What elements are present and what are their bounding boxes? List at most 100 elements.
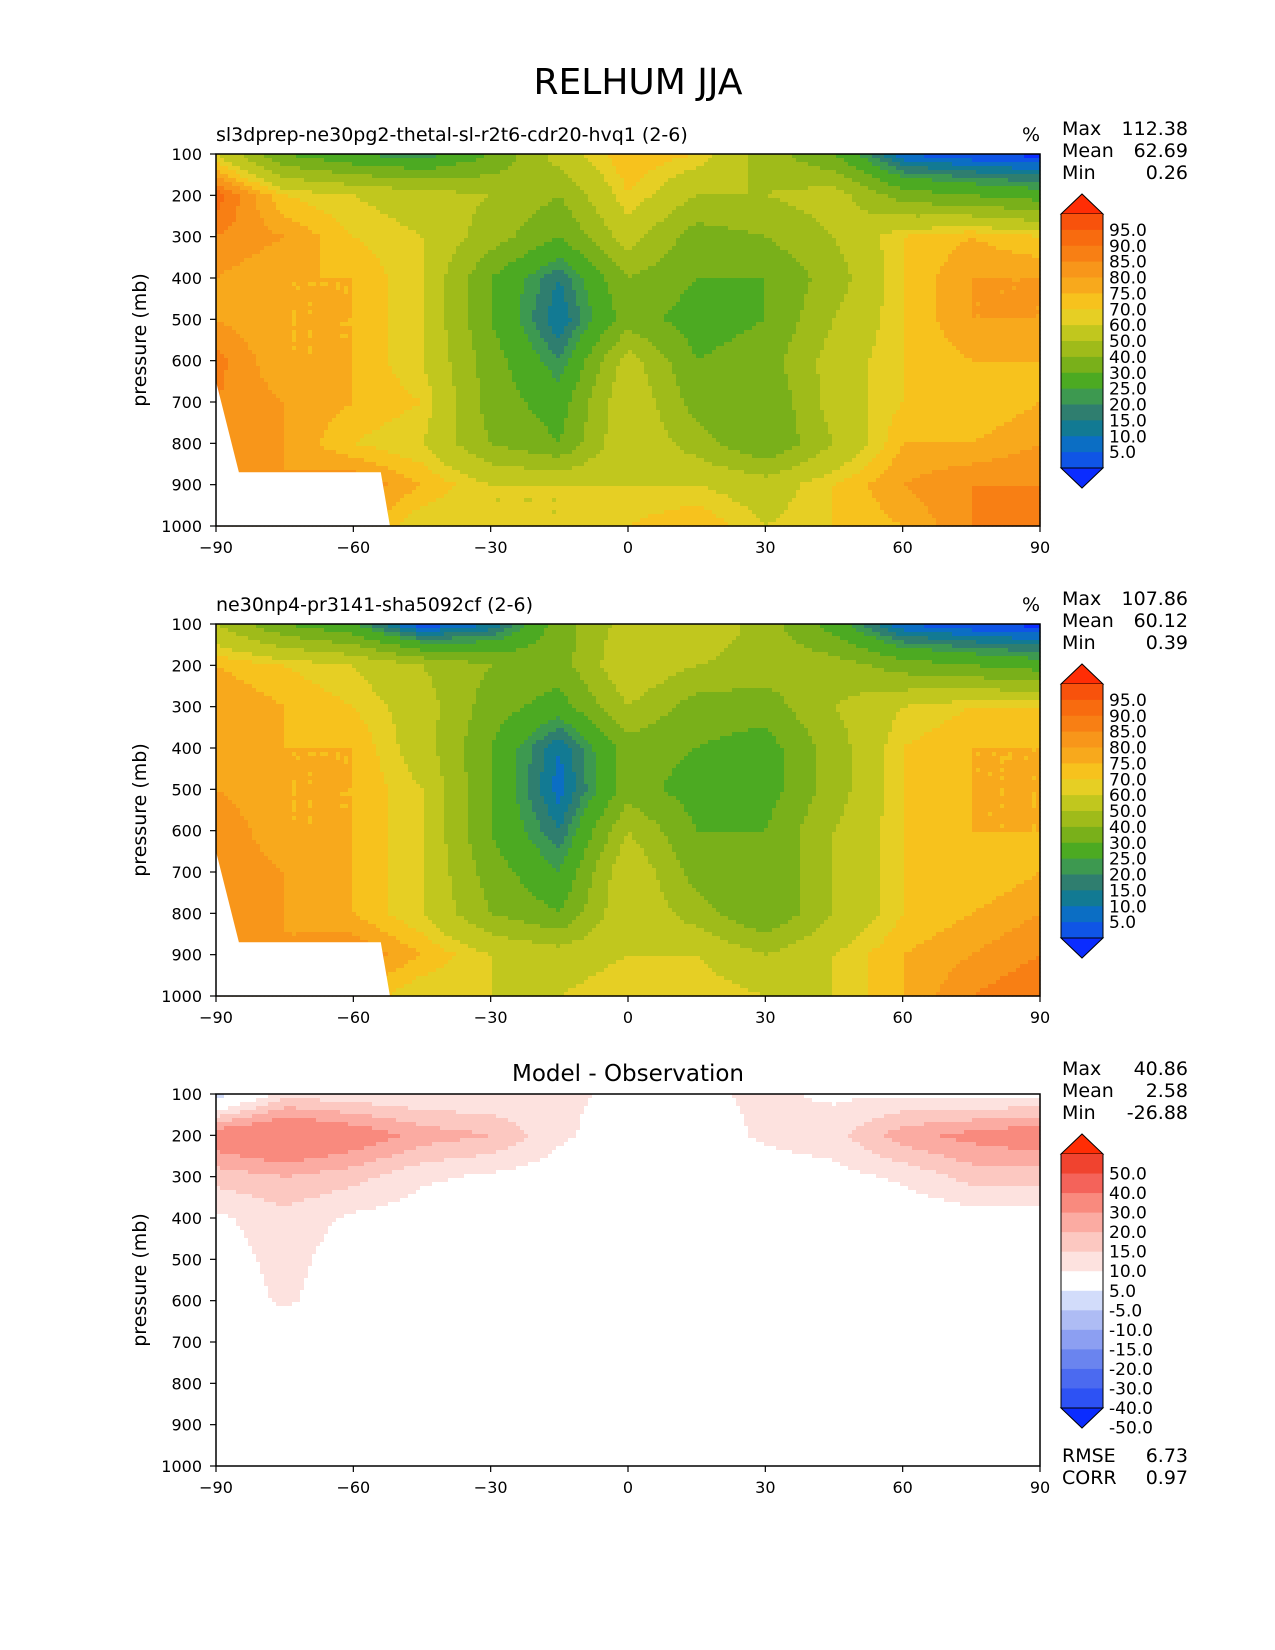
field-cell <box>912 162 917 167</box>
field-cell <box>516 162 521 167</box>
field-cell <box>820 162 825 167</box>
field-cell <box>516 170 521 175</box>
field-cell <box>600 166 605 171</box>
field-cell <box>412 170 417 175</box>
field-cell <box>464 162 469 167</box>
field-cell <box>676 178 681 183</box>
field-cell <box>592 162 597 167</box>
field-cell <box>456 182 461 187</box>
field-cell <box>988 174 993 179</box>
field-cell <box>448 170 453 175</box>
field-cell <box>728 162 733 167</box>
field-cell <box>620 166 625 171</box>
field-cell <box>440 178 445 183</box>
field-cell <box>404 166 409 171</box>
field-cell <box>404 162 409 167</box>
field-cell <box>276 162 281 167</box>
field-cell <box>676 170 681 175</box>
field-cell <box>968 174 973 179</box>
field-cell <box>628 178 633 183</box>
field-cell <box>976 158 981 163</box>
field-cell <box>256 162 261 167</box>
field-cell <box>500 158 505 163</box>
field-cell <box>628 182 633 187</box>
field-cell <box>548 182 553 187</box>
field-cell <box>268 158 273 163</box>
field-cell <box>664 170 669 175</box>
field-cell <box>232 178 237 183</box>
field-cell <box>884 158 889 163</box>
field-cell <box>896 182 901 187</box>
field-cell <box>280 170 285 175</box>
field-cell <box>732 178 737 183</box>
field-cell <box>700 162 705 167</box>
field-cell <box>320 174 325 179</box>
field-cell <box>976 166 981 171</box>
field-cell <box>636 162 641 167</box>
field-cell <box>356 166 361 171</box>
field-cell <box>380 158 385 163</box>
field-cell <box>616 162 621 167</box>
field-cell <box>296 182 301 187</box>
field-cell <box>448 174 453 179</box>
field-cell <box>456 166 461 171</box>
field-cell <box>272 166 277 171</box>
field-cell <box>592 158 597 163</box>
field-cell <box>328 170 333 175</box>
field-cell <box>1032 174 1037 179</box>
field-cell <box>784 178 789 183</box>
field-cell <box>284 166 289 171</box>
field-cell <box>420 166 425 171</box>
field-cell <box>960 158 965 163</box>
field-cell <box>792 170 797 175</box>
field-cell <box>416 182 421 187</box>
field-cell <box>896 166 901 171</box>
field-cell <box>748 178 753 183</box>
field-cell <box>380 170 385 175</box>
field-cell <box>536 170 541 175</box>
field-cell <box>448 178 453 183</box>
field-cell <box>844 162 849 167</box>
field-cell <box>516 166 521 171</box>
field-cell <box>460 170 465 175</box>
field-cell <box>576 174 581 179</box>
field-cell <box>628 166 633 171</box>
field-cell <box>252 166 257 171</box>
field-cell <box>936 162 941 167</box>
field-cell <box>860 182 865 187</box>
field-cell <box>316 158 321 163</box>
field-cell <box>400 170 405 175</box>
field-cell <box>664 178 669 183</box>
field-cell <box>740 178 745 183</box>
field-cell <box>364 178 369 183</box>
field-cell <box>332 178 337 183</box>
field-cell <box>620 178 625 183</box>
field-cell <box>816 158 821 163</box>
field-cell <box>956 174 961 179</box>
field-cell <box>724 182 729 187</box>
field-cell <box>536 182 541 187</box>
field-cell <box>636 170 641 175</box>
field-cell <box>952 174 957 179</box>
field-cell <box>640 174 645 179</box>
field-cell <box>752 182 757 187</box>
field-cell <box>1008 174 1013 179</box>
field-cell <box>500 166 505 171</box>
field-cell <box>956 158 961 163</box>
field-cell <box>336 174 341 179</box>
field-cell <box>244 166 249 171</box>
field-cell <box>784 170 789 175</box>
field-cell <box>1012 162 1017 167</box>
field-cell <box>588 178 593 183</box>
field-cell <box>500 162 505 167</box>
field-cell <box>420 174 425 179</box>
field-cell <box>620 158 625 163</box>
field-cell <box>980 170 985 175</box>
field-cell <box>860 166 865 171</box>
field-cell <box>792 162 797 167</box>
field-cell <box>932 182 937 187</box>
field-cell <box>300 158 305 163</box>
field-cell <box>572 158 577 163</box>
field-cell <box>644 178 649 183</box>
field-cell <box>972 178 977 183</box>
